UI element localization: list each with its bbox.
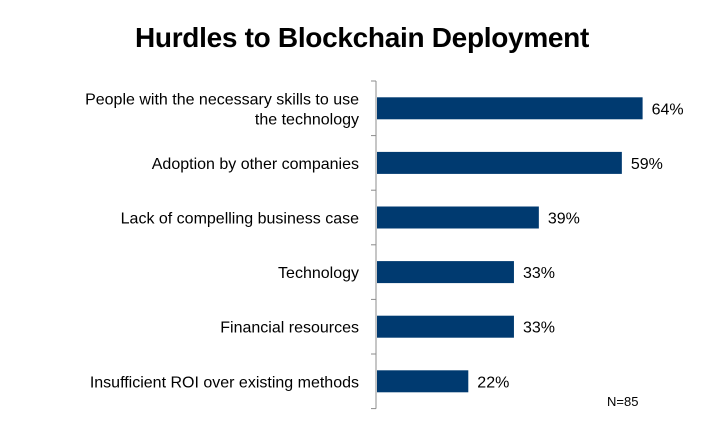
- bar: [377, 370, 469, 393]
- bar-value-label: 33%: [523, 265, 555, 282]
- bar: [377, 315, 514, 338]
- category-label: the technology: [255, 111, 359, 128]
- category-label: People with the necessary skills to use: [85, 91, 359, 108]
- sample-size-note: N=85: [607, 394, 639, 409]
- bar-value-label: 64%: [652, 101, 684, 118]
- bar: [377, 261, 514, 284]
- category-label: Lack of compelling business case: [121, 211, 359, 228]
- bar-value-label: 59%: [631, 156, 663, 173]
- bar: [377, 151, 622, 174]
- bar-value-label: 39%: [548, 211, 580, 228]
- category-label: Technology: [278, 265, 359, 282]
- category-label: Adoption by other companies: [152, 156, 359, 173]
- chart-title: Hurdles to Blockchain Deployment: [134, 22, 590, 53]
- category-label: Financial resources: [220, 320, 359, 337]
- bar-value-label: 22%: [477, 374, 509, 391]
- bar: [377, 206, 539, 229]
- category-label: Insufficient ROI over existing methods: [90, 374, 359, 391]
- bar: [377, 97, 643, 120]
- bar-value-label: 33%: [523, 320, 555, 337]
